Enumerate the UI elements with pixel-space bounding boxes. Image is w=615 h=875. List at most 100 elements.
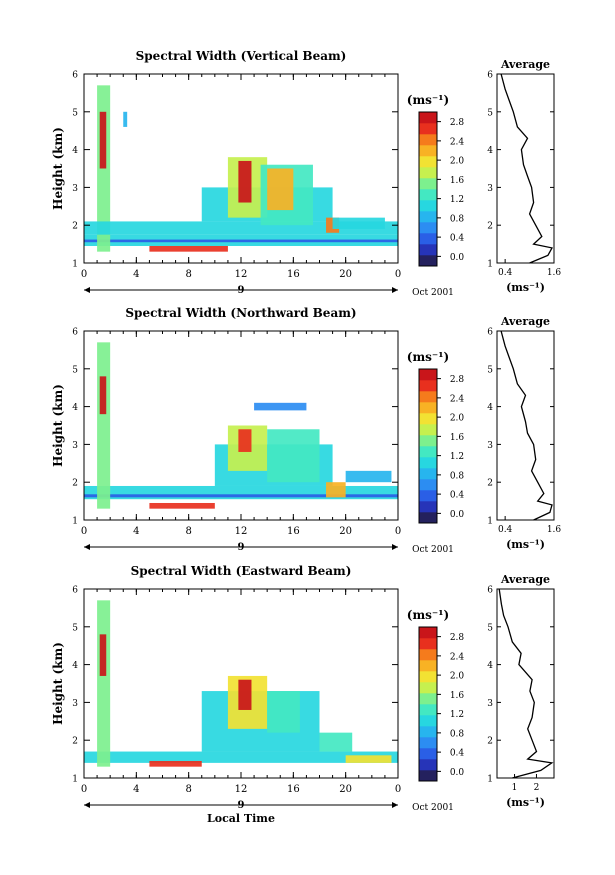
average-y-tick-label: 5 bbox=[487, 365, 493, 375]
colorbar-segment bbox=[419, 671, 437, 683]
colorbar-segment bbox=[419, 468, 437, 480]
colorbar-tick-label: 1.2 bbox=[450, 452, 464, 462]
average-x-tick-label: 1.6 bbox=[547, 268, 562, 278]
day-label: 9 bbox=[238, 285, 245, 296]
colorbar-segment bbox=[419, 649, 437, 661]
y-tick-label: 4 bbox=[72, 403, 78, 413]
colorbar-segment bbox=[419, 156, 437, 168]
heatmap-cells bbox=[84, 342, 398, 509]
colorbar-segment bbox=[419, 178, 437, 190]
colorbar-tick-label: 2.4 bbox=[450, 652, 465, 662]
colorbar-segment bbox=[419, 748, 437, 760]
heatmap-cell bbox=[149, 760, 202, 767]
y-tick-label: 4 bbox=[72, 661, 78, 671]
panel-3: Spectral Width (Eastward Beam)0 4 8 12 16 20 0… bbox=[51, 564, 555, 825]
colorbar-segment bbox=[419, 200, 437, 212]
y-tick-label: 6 bbox=[72, 586, 78, 596]
average-y-tick-label: 4 bbox=[487, 146, 493, 156]
colorbar-segment bbox=[419, 726, 437, 738]
heatmap-cell bbox=[149, 245, 228, 252]
average-y-tick-label: 6 bbox=[487, 71, 493, 81]
colorbar-unit: (ms⁻¹) bbox=[407, 608, 449, 622]
average-frame bbox=[496, 588, 555, 779]
y-axis-label: Height (km) bbox=[51, 127, 65, 210]
heatmap-cell bbox=[99, 634, 107, 676]
average-x-label: (ms⁻¹) bbox=[506, 796, 545, 809]
day-label: 9 bbox=[238, 542, 245, 553]
colorbar-tick-label: 1.6 bbox=[450, 433, 465, 443]
average-y-tick-label: 6 bbox=[487, 328, 493, 338]
x-tick-label: 0 bbox=[81, 269, 87, 280]
colorbar-segment bbox=[419, 627, 437, 639]
x-tick-label: 12 bbox=[235, 269, 248, 280]
average-y-tick-label: 3 bbox=[487, 441, 493, 451]
average-y-tick-label: 4 bbox=[487, 403, 493, 413]
y-tick-label: 6 bbox=[72, 328, 78, 338]
colorbar-tick-label: 0.0 bbox=[450, 768, 465, 778]
colorbar-frame bbox=[418, 111, 438, 267]
x-tick-label: 20 bbox=[339, 269, 352, 280]
average-x-tick-label: 1 bbox=[512, 783, 518, 793]
colorbar-tick-label: 1.6 bbox=[450, 691, 465, 701]
heatmap-cell bbox=[267, 691, 300, 733]
y-axis-label: Height (km) bbox=[51, 642, 65, 725]
panel-title: Spectral Width (Northward Beam) bbox=[125, 306, 356, 320]
heatmap-cell bbox=[254, 402, 307, 411]
x-tick-label: 16 bbox=[287, 269, 300, 280]
day-label: 9 bbox=[238, 800, 245, 811]
day-span-arrow-left bbox=[84, 544, 90, 550]
heatmap-cell bbox=[99, 376, 107, 415]
x-axis-label: Local Time bbox=[207, 812, 275, 825]
colorbar-tick-label: 2.0 bbox=[450, 414, 465, 424]
panel-title: Spectral Width (Vertical Beam) bbox=[136, 49, 347, 63]
y-tick-label: 5 bbox=[72, 108, 78, 118]
colorbar-tick-label: 0.4 bbox=[450, 491, 465, 501]
x-tick-label: 16 bbox=[287, 526, 300, 537]
date-label: Oct 2001 bbox=[412, 288, 454, 298]
panel-title: Spectral Width (Eastward Beam) bbox=[131, 564, 352, 578]
heatmap-cell bbox=[238, 429, 252, 452]
colorbar-tick-label: 1.2 bbox=[450, 195, 464, 205]
average-y-tick-label: 5 bbox=[487, 108, 493, 118]
average-profile-line bbox=[500, 330, 553, 521]
average-x-tick-label: 1.6 bbox=[547, 525, 562, 535]
colorbar-segment bbox=[419, 501, 437, 513]
y-tick-label: 2 bbox=[72, 479, 78, 489]
colorbar-segment bbox=[419, 638, 437, 650]
day-span-arrow-left bbox=[84, 287, 90, 293]
heatmap-cell bbox=[238, 679, 252, 710]
average-frame bbox=[496, 330, 555, 521]
colorbar-segment bbox=[419, 693, 437, 705]
heatmap-cells bbox=[84, 600, 398, 767]
colorbar-segment bbox=[419, 490, 437, 502]
heatmap-cell bbox=[238, 160, 252, 203]
x-tick-label: 4 bbox=[133, 269, 139, 280]
day-span-arrow-right bbox=[392, 287, 398, 293]
average-x-tick-label: 0.4 bbox=[498, 268, 513, 278]
x-tick-label: 0 bbox=[81, 526, 87, 537]
colorbar-tick-label: 0.0 bbox=[450, 510, 465, 520]
average-y-tick-label: 2 bbox=[487, 737, 493, 747]
x-tick-label: 8 bbox=[185, 526, 191, 537]
y-tick-label: 1 bbox=[72, 260, 78, 270]
y-tick-label: 1 bbox=[72, 775, 78, 785]
average-title: Average bbox=[500, 315, 550, 328]
average-frame bbox=[496, 73, 555, 264]
colorbar-segment bbox=[419, 704, 437, 716]
colorbar-segment bbox=[419, 402, 437, 414]
colorbar-segment bbox=[419, 682, 437, 694]
colorbar-segment bbox=[419, 134, 437, 146]
heatmap-cell bbox=[84, 221, 398, 235]
average-y-tick-label: 6 bbox=[487, 586, 493, 596]
colorbar-segment bbox=[419, 660, 437, 672]
y-tick-label: 4 bbox=[72, 146, 78, 156]
colorbar-tick-label: 0.8 bbox=[450, 729, 465, 739]
y-tick-label: 5 bbox=[72, 365, 78, 375]
average-x-label: (ms⁻¹) bbox=[506, 538, 545, 551]
average-profile-line bbox=[500, 73, 553, 264]
x-tick-label: 0 bbox=[395, 526, 401, 537]
colorbar-segment bbox=[419, 391, 437, 403]
heatmap-cell bbox=[267, 168, 294, 211]
date-label: Oct 2001 bbox=[412, 803, 454, 813]
